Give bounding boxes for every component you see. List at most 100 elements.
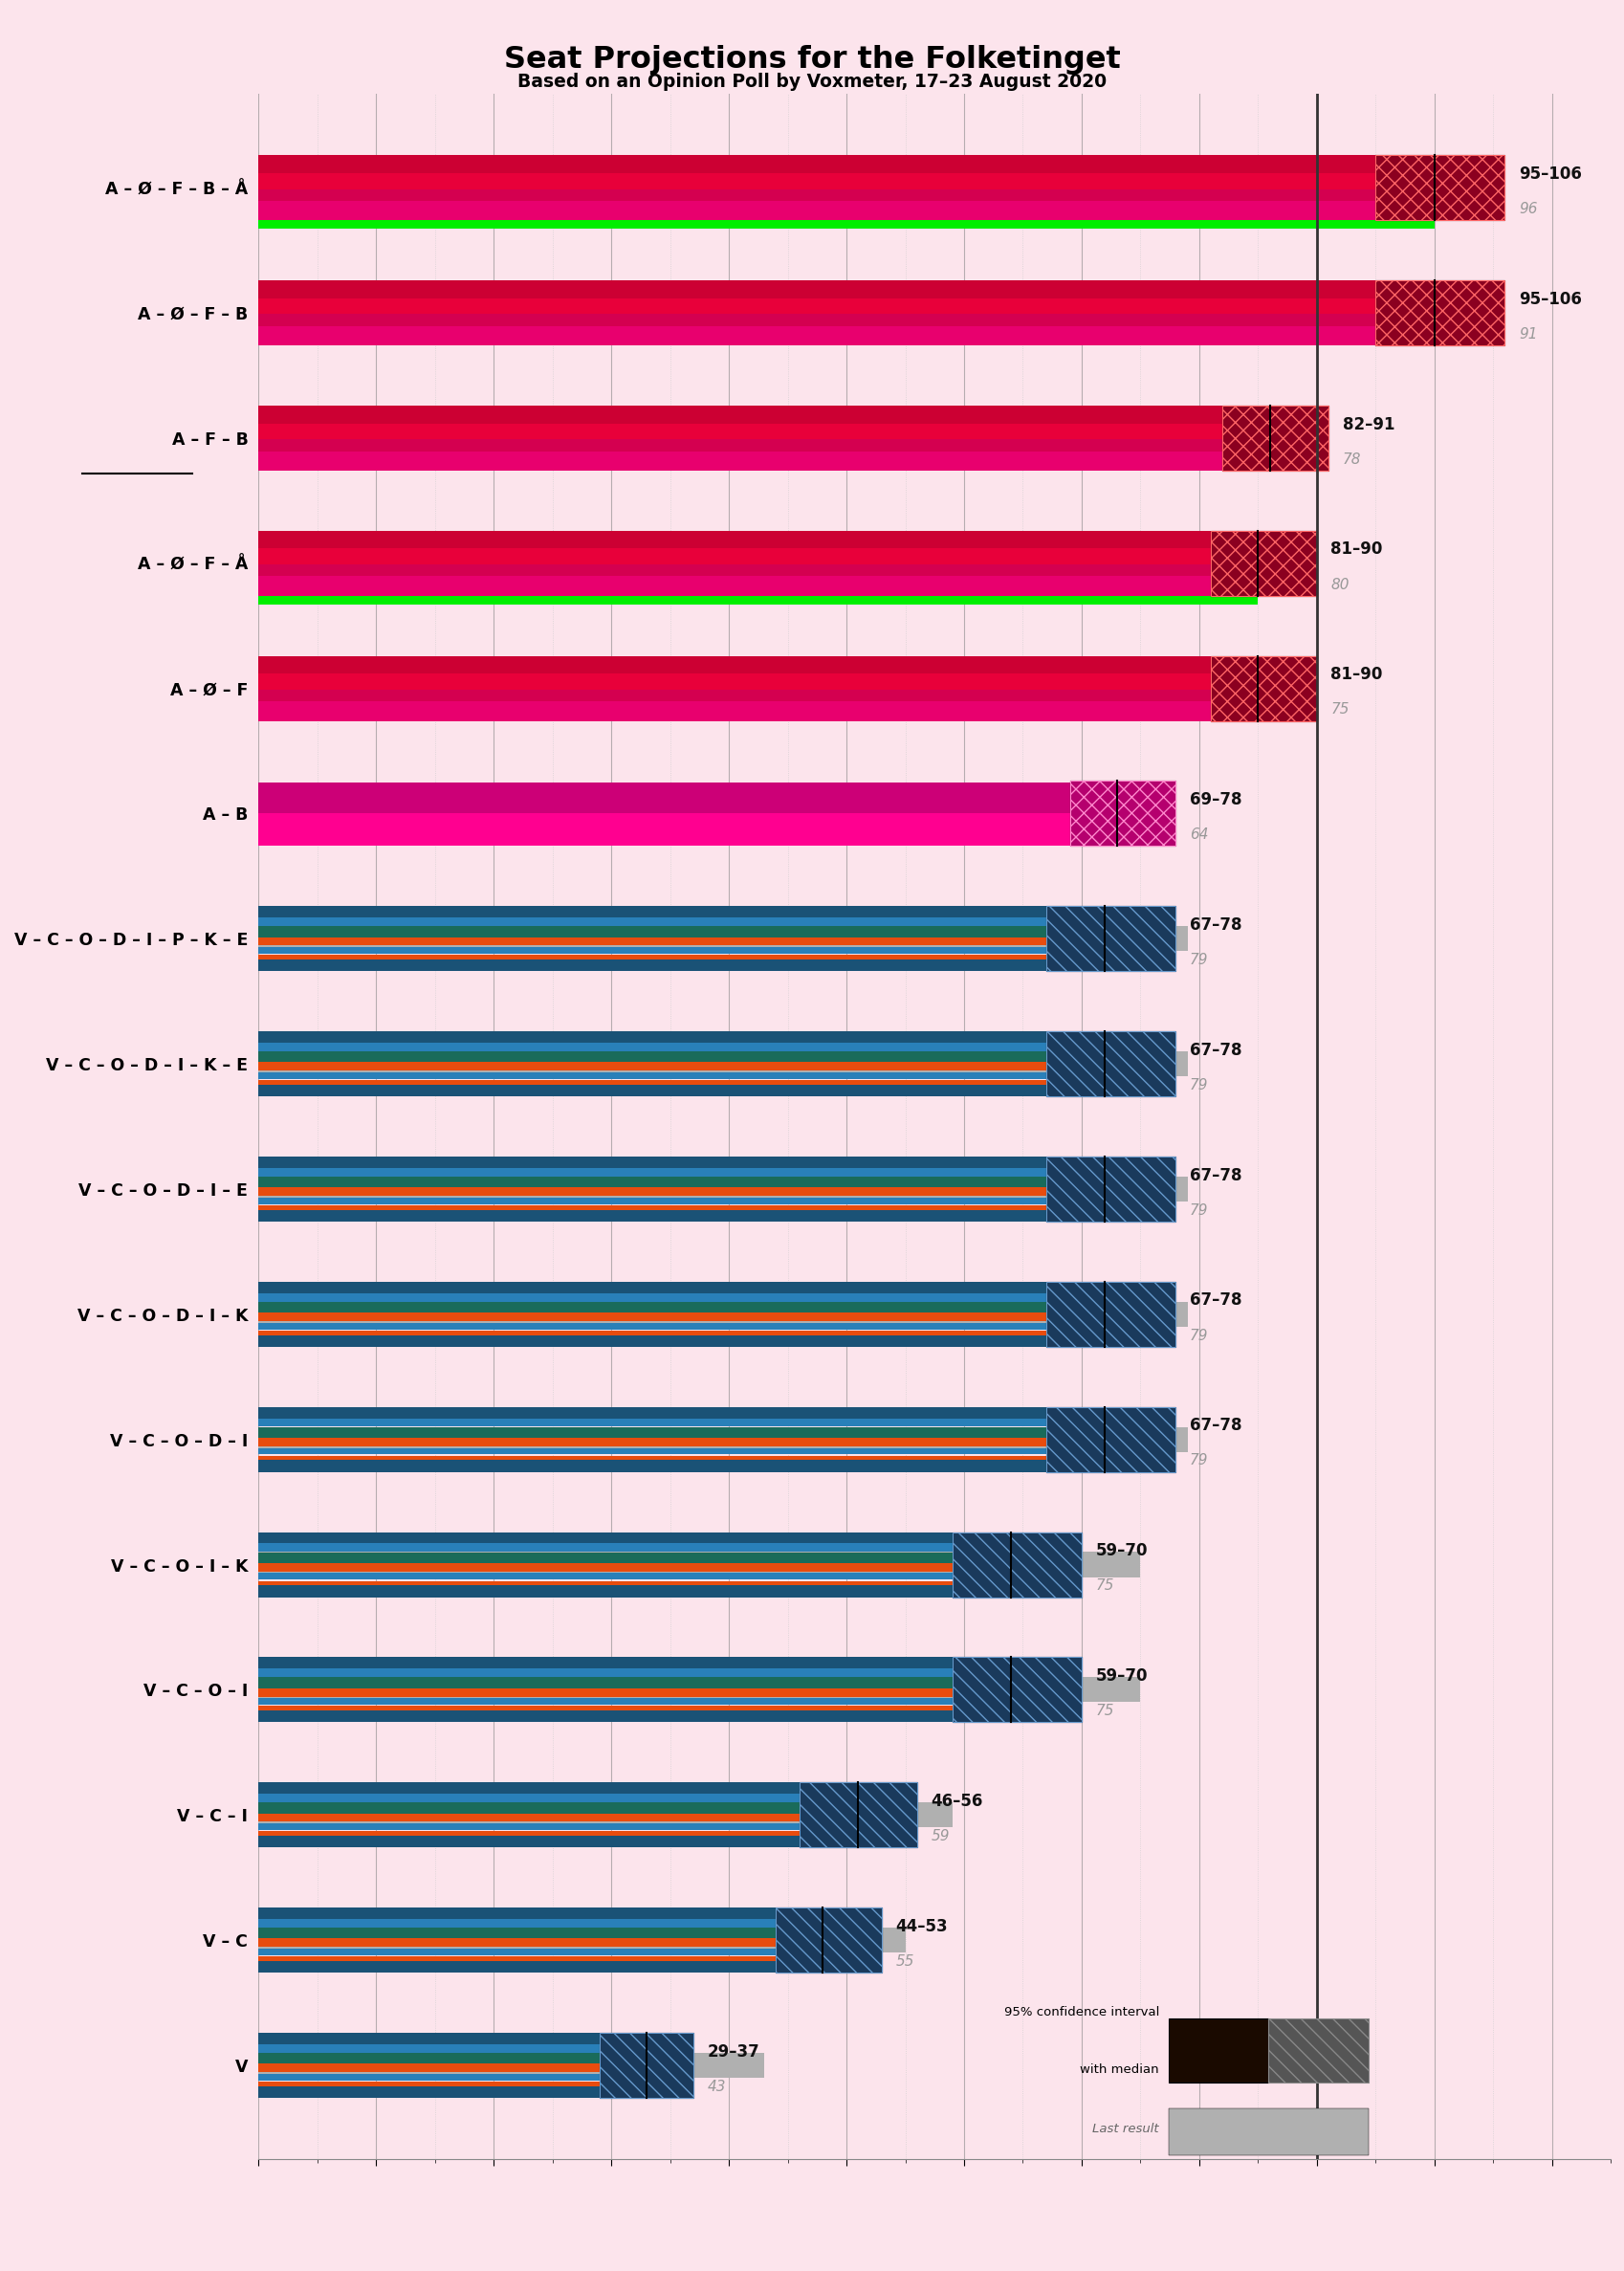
Bar [258,1167,1104,1176]
Bar [1210,531,1315,595]
Bar [258,1812,857,1821]
Bar [258,298,1434,313]
Text: 59–70: 59–70 [1095,1667,1147,1685]
Bar [1374,154,1504,220]
Bar [258,1331,1104,1335]
Bar [258,577,1257,595]
Bar [258,927,1187,952]
Bar [258,425,1174,450]
Bar [258,1960,822,1973]
Text: 81–90: 81–90 [1330,665,1382,684]
Bar [258,1699,1010,1706]
Bar [258,1574,1010,1581]
Bar [1221,407,1328,470]
Bar [258,1824,857,1830]
Bar [258,1042,1104,1051]
Bar [258,452,1268,470]
Bar [258,2083,646,2087]
Text: 43: 43 [708,2080,726,2094]
Bar [1210,656,1315,720]
Bar [258,1706,1010,1712]
Bar [258,938,1104,945]
Text: 79: 79 [1189,954,1208,967]
Text: 67–78: 67–78 [1189,1292,1241,1308]
Text: 59: 59 [931,1828,948,1844]
Bar [258,1063,1104,1070]
Bar [258,188,1434,202]
Bar [258,1206,1104,1210]
Text: 59–70: 59–70 [1095,1542,1147,1560]
Bar [1374,279,1504,345]
Bar [258,1551,1140,1576]
Text: 67–78: 67–78 [1189,917,1241,933]
Bar [1046,906,1174,972]
Bar [258,1835,857,1849]
Text: 44–53: 44–53 [895,1917,947,1935]
Bar [258,1803,952,1828]
Bar [1221,407,1328,470]
Bar [1046,1156,1174,1222]
Bar [799,1783,916,1849]
Bar [258,677,1140,702]
Bar [258,1335,1104,1347]
Bar [258,947,1104,954]
Text: 55: 55 [895,1955,914,1969]
Bar [1046,1281,1174,1347]
Bar [258,1928,905,1953]
Bar [258,1658,1010,1669]
Bar [599,2033,693,2098]
Bar [258,1949,822,1955]
Bar [1069,781,1174,847]
Bar [258,1533,1010,1544]
Bar [258,2044,646,2053]
Bar [258,1562,1010,1572]
Bar [1046,1156,1174,1222]
Text: 67–78: 67–78 [1189,1042,1241,1058]
Bar [258,407,1268,425]
Bar [258,2073,646,2080]
Bar [258,550,1257,565]
Bar [952,1658,1082,1721]
Bar [258,531,1257,550]
Bar [258,2087,646,2098]
Text: 69–78: 69–78 [1189,790,1241,808]
Bar [258,1313,1104,1322]
Text: 29–37: 29–37 [708,2044,760,2060]
Bar [1046,1031,1174,1097]
Bar [258,1176,1104,1188]
Bar [1046,1031,1174,1097]
Bar [258,1301,1187,1326]
Bar [258,1908,822,1919]
Bar [1210,656,1315,720]
Bar [258,1794,857,1803]
Bar [258,313,1434,327]
Bar [258,802,1010,827]
Bar [952,1533,1082,1597]
Bar [1069,781,1174,847]
Text: 75: 75 [1330,702,1348,718]
Bar [258,565,1257,577]
Bar [258,1156,1104,1167]
Text: 80: 80 [1330,577,1348,593]
Bar [258,2053,763,2078]
Bar [258,783,1116,818]
Bar [258,1438,1104,1447]
Bar [258,1669,1010,1676]
Bar [258,956,1104,961]
Text: 75: 75 [1095,1703,1114,1719]
Bar [1046,1281,1174,1347]
Bar [258,1803,857,1815]
Bar [258,1456,1104,1460]
Text: 79: 79 [1189,1079,1208,1092]
Bar [258,1188,1104,1197]
Bar [258,1426,1104,1440]
Bar [258,917,1104,927]
Bar [258,422,1268,441]
Bar [258,1419,1104,1426]
Bar [258,1553,1010,1565]
Bar [258,2064,646,2071]
Text: 81–90: 81–90 [1330,540,1382,559]
Bar [599,2033,693,2098]
Text: 64: 64 [1189,827,1208,843]
Bar [258,1322,1104,1329]
